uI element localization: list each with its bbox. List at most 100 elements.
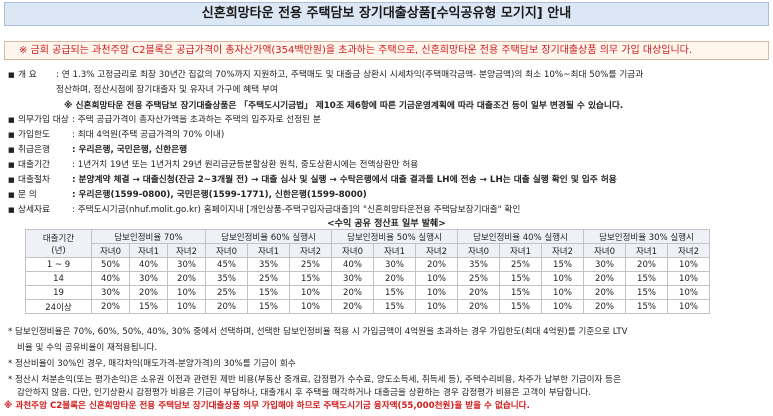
children-subheader: 자녀2 bbox=[289, 243, 332, 258]
ratio-cell: 40% bbox=[91, 271, 130, 286]
info-item-label: 대출절차 bbox=[18, 175, 50, 185]
ratio-cell: 20% bbox=[415, 257, 458, 272]
ratio-cell: 10% bbox=[415, 285, 458, 300]
ltv-group-header: 담보인정비율 30% 실행시 bbox=[583, 229, 710, 244]
info-item: ■ 취급은행: 우리은행, 국민은행, 신한은행 bbox=[8, 144, 187, 156]
table-row: 1 ~ 9 50% 40% 30% 45% 35% 25% 40% 30% 20% 35% 25% 15… bbox=[25, 257, 710, 272]
info-item: ■ 가입한도: 최대 4억원(주택 공급가격의 70% 이내) bbox=[8, 129, 224, 141]
square-bullet-icon: ■ bbox=[8, 161, 15, 169]
children-subheader: 자녀1 bbox=[499, 243, 542, 258]
info-item: ■ 상세자료: 주택도시기금(nhuf.molit.go.kr) 홈페이지내 [개… bbox=[8, 204, 520, 216]
ratio-cell: 40% bbox=[129, 257, 168, 272]
final-warning: ※ 과천주암 C2블록은 신혼희망타운 전용 주택담보 장기대출상품 의무 가입… bbox=[4, 401, 530, 411]
ratio-cell: 30% bbox=[91, 285, 130, 300]
ratio-cell: 15% bbox=[541, 257, 584, 272]
ratio-cell: 20% bbox=[457, 285, 500, 300]
info-item-text: : 최대 4억원(주택 공급가격의 70% 이내) bbox=[72, 130, 225, 140]
children-subheader: 자녀2 bbox=[415, 243, 458, 258]
children-subheader: 자녀2 bbox=[667, 243, 710, 258]
ratio-cell: 20% bbox=[331, 299, 374, 314]
ratio-cell: 20% bbox=[583, 271, 626, 286]
ratio-cell: 10% bbox=[289, 299, 332, 314]
ratio-cell: 15% bbox=[247, 299, 290, 314]
ratio-cell: 20% bbox=[625, 257, 668, 272]
ltv-group-header: 담보인정비율 40% 실행시 bbox=[457, 229, 584, 244]
ratio-cell: 10% bbox=[167, 299, 206, 314]
children-subheader: 자녀0 bbox=[457, 243, 500, 258]
children-subheader: 자녀0 bbox=[91, 243, 130, 258]
ratio-cell: 10% bbox=[167, 285, 206, 300]
info-item-label: 취급은행 bbox=[18, 145, 50, 155]
children-subheader: 자녀1 bbox=[373, 243, 416, 258]
ratio-cell: 15% bbox=[289, 271, 332, 286]
info-item-label: 가입한도 bbox=[18, 130, 50, 140]
ratio-cell: 35% bbox=[247, 257, 290, 272]
ratio-cell: 30% bbox=[373, 257, 416, 272]
ratio-cell: 10% bbox=[667, 299, 710, 314]
ratio-cell: 10% bbox=[415, 299, 458, 314]
square-bullet-icon: ■ bbox=[8, 191, 15, 199]
ratio-cell: 10% bbox=[667, 257, 710, 272]
ratio-cell: 25% bbox=[205, 285, 248, 300]
ratio-cell: 15% bbox=[247, 285, 290, 300]
info-item-label: 문 의 bbox=[18, 190, 37, 200]
ratio-cell: 30% bbox=[167, 257, 206, 272]
ratio-cell: 25% bbox=[289, 257, 332, 272]
info-item-text: : 1년거치 19년 또는 1년거치 29년 원리금균등분할상환 원칙, 중도상… bbox=[72, 160, 419, 170]
note-settlement-ratio: * 정산비율이 30%인 경우, 매각차익(매도가격-분양가격)의 30%를 기… bbox=[8, 359, 296, 369]
ratio-cell: 15% bbox=[129, 299, 168, 314]
info-item: ■ 대출절차: 분양계약 체결 → 대출신청(잔금 2~3개월 전) → 대출 심… bbox=[8, 174, 617, 186]
overview-section: ■ 개 요: 연 1.3% 고정금리로 최장 30년간 집값의 70%까지 지원하… bbox=[8, 69, 643, 81]
ratio-cell: 20% bbox=[129, 285, 168, 300]
square-bullet-icon: ■ bbox=[8, 71, 15, 79]
ratio-cell: 15% bbox=[625, 285, 668, 300]
overview-line1: : 연 1.3% 고정금리로 최장 30년간 집값의 70%까지 지원하고, 주… bbox=[56, 70, 644, 80]
ratio-cell: 50% bbox=[91, 257, 130, 272]
table-row: 24이상 20% 15% 10% 20% 15% 10% 20% 15% 10% 20% 15% 10%… bbox=[25, 299, 710, 314]
square-bullet-icon: ■ bbox=[8, 116, 15, 124]
ratio-cell: 15% bbox=[625, 271, 668, 286]
ratio-cell: 20% bbox=[457, 299, 500, 314]
info-item-text: : 분양계약 체결 → 대출신청(잔금 2~3개월 전) → 대출 심사 및 실… bbox=[72, 175, 617, 185]
ratio-cell: 10% bbox=[667, 285, 710, 300]
period-header: 대출기간 (년) bbox=[25, 229, 92, 258]
overview-line2: 정산하며, 정산시점에 장기대출자 및 유자녀 가구에 혜택 부여 bbox=[56, 85, 278, 95]
note-disposal-cont: 감안하지 않음. 다만, 인기상환시 감정평가 비용은 기금이 부담하나, 대출… bbox=[17, 388, 592, 398]
ratio-cell: 10% bbox=[541, 299, 584, 314]
ratio-cell: 30% bbox=[129, 271, 168, 286]
ratio-cell: 25% bbox=[457, 271, 500, 286]
ratio-cell: 20% bbox=[583, 299, 626, 314]
info-item: ■ 문 의 : 우리은행(1599-0800), 국민은행(1599-1771), … bbox=[8, 189, 367, 201]
ratio-cell: 10% bbox=[541, 285, 584, 300]
period-cell: 1 ~ 9 bbox=[25, 257, 92, 272]
children-subheader: 자녀1 bbox=[625, 243, 668, 258]
ratio-cell: 10% bbox=[667, 271, 710, 286]
ratio-cell: 25% bbox=[247, 271, 290, 286]
ratio-cell: 25% bbox=[499, 257, 542, 272]
ratio-cell: 20% bbox=[331, 285, 374, 300]
info-item: ■ 의무가입 대상: 주택 공급가격이 총자산가액을 초과하는 주택의 입주자로 … bbox=[8, 114, 321, 126]
ratio-cell: 35% bbox=[205, 271, 248, 286]
ratio-cell: 20% bbox=[91, 299, 130, 314]
info-item: ■ 대출기간: 1년거치 19년 또는 1년거치 29년 원리금균등분할상환 원칙… bbox=[8, 159, 418, 171]
table-row: 19 30% 20% 10% 25% 15% 10% 20% 15% 10% 20% 15% 10% 20… bbox=[25, 285, 710, 300]
info-item-text: : 주택도시기금(nhuf.molit.go.kr) 홈페이지내 [개인상품-주… bbox=[72, 205, 521, 215]
ltv-group-header: 담보인정비율 70% bbox=[91, 229, 206, 244]
ltv-group-header: 담보인정비율 50% 실행시 bbox=[331, 229, 458, 244]
children-subheader: 자녀0 bbox=[583, 243, 626, 258]
ratio-cell: 15% bbox=[625, 299, 668, 314]
ratio-cell: 10% bbox=[289, 285, 332, 300]
ratio-cell: 15% bbox=[373, 285, 416, 300]
children-subheader: 자녀2 bbox=[541, 243, 584, 258]
note-disposal: * 정산시 처분손익(또는 평가손익)은 소유권 이전과 관련된 제반 비용(부… bbox=[8, 375, 621, 385]
ratio-cell: 30% bbox=[331, 271, 374, 286]
note-ltv: * 담보인정비율은 70%, 60%, 50%, 40%, 30% 중에서 선택… bbox=[8, 327, 628, 337]
ltv-group-header: 담보인정비율 60% 실행시 bbox=[205, 229, 332, 244]
children-subheader: 자녀2 bbox=[167, 243, 206, 258]
info-item-text: : 우리은행(1599-0800), 국민은행(1599-1771), 신한은행… bbox=[72, 190, 367, 200]
ratio-cell: 30% bbox=[583, 257, 626, 272]
table-caption: <수익 공유 정산표 일부 발췌> bbox=[327, 219, 446, 229]
info-item-label: 의무가입 대상 bbox=[18, 115, 69, 125]
ratio-cell: 20% bbox=[167, 271, 206, 286]
period-cell: 19 bbox=[25, 285, 92, 300]
